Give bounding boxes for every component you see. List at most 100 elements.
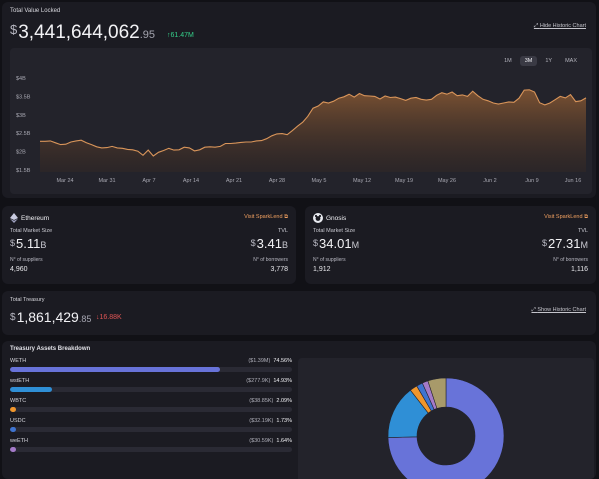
gnosis-market-size-currency: $ bbox=[313, 238, 319, 248]
asset-value: ($32.19K) bbox=[249, 418, 274, 424]
treasury-title: Total Treasury bbox=[10, 297, 45, 303]
asset-bar-fill bbox=[10, 407, 17, 412]
x-tick-label: May 5 bbox=[312, 178, 327, 184]
gnosis-market-size-unit: M bbox=[351, 240, 360, 250]
asset-amount: ($277.9K) 14.93% bbox=[246, 378, 292, 384]
tvl-title: Total Value Locked bbox=[10, 8, 61, 14]
gnosis-card: Gnosis Visit SparkLend ⧉ Total Market Si… bbox=[305, 206, 596, 284]
asset-percent: 14.93% bbox=[273, 378, 292, 384]
y-tick-label: $1.5B bbox=[16, 168, 31, 174]
hide-historic-chart-label: Hide Historic Chart bbox=[539, 23, 586, 29]
asset-bar-fill bbox=[10, 367, 221, 372]
ethereum-icon bbox=[10, 213, 18, 223]
x-tick-label: May 26 bbox=[438, 178, 456, 184]
donut-slice-other[interactable] bbox=[427, 377, 447, 409]
asset-donut-chart bbox=[387, 377, 505, 479]
gnosis-icon bbox=[313, 213, 323, 223]
asset-amount: ($38.85K) 2.09% bbox=[249, 398, 292, 404]
treasury-breakdown-card: Treasury Assets Breakdown WETH ($1.39M) 74… bbox=[2, 341, 596, 479]
range-button-1m[interactable]: 1M bbox=[504, 58, 512, 64]
asset-name: WETH bbox=[10, 358, 27, 364]
x-tick-label: Jun 9 bbox=[525, 178, 538, 184]
asset-bar-track bbox=[10, 427, 292, 432]
y-tick-label: $3B bbox=[16, 113, 26, 119]
x-tick-label: Apr 28 bbox=[269, 178, 285, 184]
visit-sparklend-gnosis-link[interactable]: Visit SparkLend ⧉ bbox=[544, 214, 588, 221]
asset-bar-track bbox=[10, 367, 292, 372]
ethereum-borrowers-label: N° of borrowers bbox=[253, 257, 288, 263]
show-historic-chart-link[interactable]: ⤢ Show Historic Chart bbox=[531, 307, 586, 314]
ethereum-header: Ethereum bbox=[10, 213, 49, 223]
range-button-1y[interactable]: 1Y bbox=[545, 58, 553, 64]
asset-name: weETH bbox=[10, 438, 29, 444]
breakdown-title: Treasury Assets Breakdown bbox=[10, 346, 91, 352]
ethereum-suppliers-value: 4,960 bbox=[10, 266, 28, 273]
range-selector: 1M 3M 1Y MAX bbox=[499, 56, 582, 66]
y-tick-label: $2B bbox=[16, 150, 26, 156]
gnosis-tvl-unit: M bbox=[580, 240, 589, 250]
gnosis-borrowers-label: N° of borrowers bbox=[553, 257, 588, 263]
ethereum-market-size-label: Total Market Size bbox=[10, 228, 53, 234]
gnosis-suppliers-label: N° of suppliers bbox=[313, 257, 346, 263]
expand-icon: ⤢ bbox=[531, 307, 538, 313]
asset-value: ($277.9K) bbox=[246, 378, 271, 384]
ethereum-tvl-value: $3.41B bbox=[251, 236, 288, 251]
expand-icon: ⤢ bbox=[533, 23, 540, 29]
gnosis-name: Gnosis bbox=[326, 214, 347, 222]
tvl-area bbox=[40, 89, 586, 172]
x-tick-label: Jun 2 bbox=[483, 178, 496, 184]
x-tick-label: Apr 21 bbox=[226, 178, 242, 184]
asset-value: ($38.85K) bbox=[249, 398, 274, 404]
y-tick-label: $3.5B bbox=[16, 94, 31, 100]
asset-percent: 1.64% bbox=[276, 438, 292, 444]
x-tick-label: Mar 31 bbox=[98, 178, 115, 184]
treasury-value-decimals: .85 bbox=[78, 314, 92, 324]
gnosis-header: Gnosis bbox=[313, 213, 346, 223]
ethereum-market-size-currency: $ bbox=[10, 238, 16, 248]
x-tick-label: May 19 bbox=[395, 178, 413, 184]
tvl-chart: $4B $3.5B $3B $2.5B $2B $1.5B Mar 24 Mar 31 Apr … bbox=[10, 48, 592, 194]
tvl-card: Total Value Locked ⤢ Hide Historic Chart… bbox=[2, 2, 596, 198]
x-tick-label: Jun 16 bbox=[565, 178, 582, 184]
asset-name: USDC bbox=[10, 418, 26, 424]
gnosis-market-size-number: 34.01 bbox=[319, 236, 352, 251]
asset-row: WBTC ($38.85K) 2.09% bbox=[10, 398, 292, 418]
asset-amount: ($30.59K) 1.64% bbox=[249, 438, 292, 444]
hide-historic-chart-link[interactable]: ⤢ Hide Historic Chart bbox=[534, 23, 586, 30]
asset-percent: 74.56% bbox=[273, 358, 292, 364]
treasury-card: Total Treasury $1,861,429.85 ↓16.88K ⤢ S… bbox=[2, 291, 596, 335]
asset-amount: ($32.19K) 1.73% bbox=[249, 418, 292, 424]
tvl-change: ↑61.47M bbox=[167, 32, 194, 39]
ethereum-suppliers-label: N° of suppliers bbox=[10, 257, 43, 263]
treasury-value: $1,861,429.85 bbox=[10, 309, 91, 325]
x-tick-label: Apr 14 bbox=[183, 178, 199, 184]
x-tick-label: May 12 bbox=[353, 178, 371, 184]
asset-value: ($1.39M) bbox=[248, 358, 271, 364]
asset-percent: 1.73% bbox=[276, 418, 292, 424]
tvl-currency: $ bbox=[10, 22, 18, 37]
range-button-max[interactable]: MAX bbox=[565, 58, 577, 64]
ethereum-name: Ethereum bbox=[21, 214, 50, 222]
visit-sparklend-ethereum-link[interactable]: Visit SparkLend ⧉ bbox=[244, 214, 288, 221]
tvl-chart-svg: $4B $3.5B $3B $2.5B $2B $1.5B Mar 24 Mar 31 Apr … bbox=[16, 76, 587, 184]
asset-name: wstETH bbox=[10, 378, 30, 384]
external-link-icon: ⧉ bbox=[284, 214, 288, 220]
donut-slice-weth[interactable] bbox=[387, 377, 505, 479]
gnosis-market-size-label: Total Market Size bbox=[313, 228, 356, 234]
range-button-3m[interactable]: 3M bbox=[519, 56, 538, 66]
gnosis-market-size-value: $34.01M bbox=[313, 236, 359, 251]
ethereum-tvl-number: 3.41 bbox=[256, 236, 282, 251]
tvl-value: $3,441,644,062.95 bbox=[10, 22, 155, 44]
ethereum-tvl-label: TVL bbox=[277, 228, 288, 234]
asset-bar-fill bbox=[10, 427, 17, 432]
ethereum-market-size-value: $5.11B bbox=[10, 236, 46, 251]
gnosis-tvl-number: 27.31 bbox=[547, 236, 581, 251]
asset-bar-track bbox=[10, 447, 292, 452]
asset-bar-track bbox=[10, 387, 292, 392]
ethereum-market-size-unit: B bbox=[40, 240, 47, 250]
ethereum-tvl-currency: $ bbox=[250, 238, 256, 248]
gnosis-suppliers-value: 1,912 bbox=[313, 266, 331, 273]
show-historic-chart-label: Show Historic Chart bbox=[537, 307, 586, 313]
y-tick-label: $4B bbox=[16, 76, 26, 82]
asset-bar-fill bbox=[10, 387, 53, 392]
